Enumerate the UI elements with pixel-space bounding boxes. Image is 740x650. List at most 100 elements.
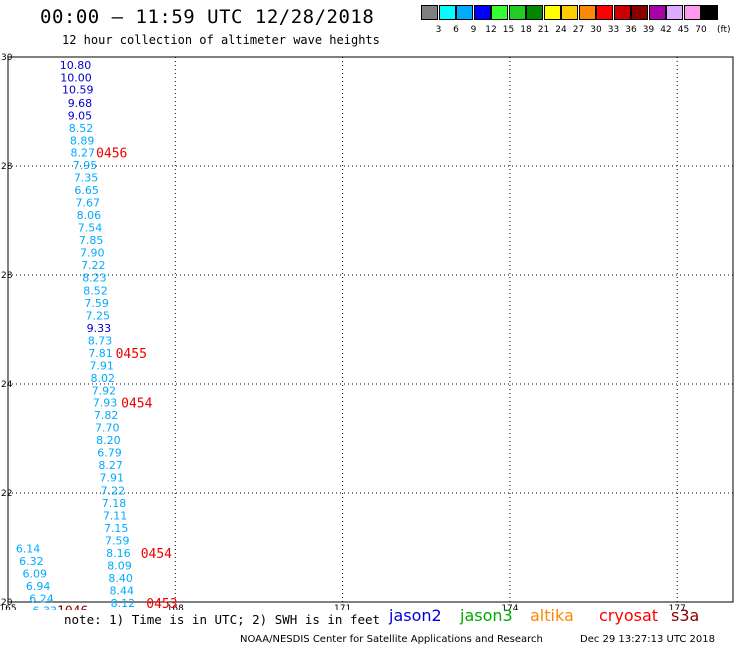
color-scale-label: 24: [555, 25, 567, 35]
wave-height-value: 7.70: [95, 422, 120, 435]
y-tick-label: 24: [1, 380, 13, 390]
legend-jason3: jason3: [460, 606, 513, 625]
color-swatch: [666, 5, 683, 20]
pass-time-label: 1046: [57, 605, 88, 610]
wave-height-value: 6.32: [19, 555, 44, 568]
wave-height-value: 7.35: [74, 171, 99, 184]
color-swatch: [491, 5, 508, 20]
wave-height-value: 7.92: [92, 385, 117, 398]
pass-time-label: 0456: [96, 146, 127, 161]
wave-height-value: 6.94: [26, 580, 51, 593]
wave-height-value: 8.52: [83, 284, 108, 297]
color-scale-label: 21: [537, 25, 550, 35]
wave-height-value: 7.25: [86, 309, 111, 322]
wave-height-value: 7.81: [88, 347, 113, 360]
color-swatch: [526, 5, 543, 20]
wave-height-value: 9.68: [68, 97, 93, 110]
y-tick-label: 28: [1, 271, 13, 281]
wave-height-value: 8.02: [91, 372, 116, 385]
pass-time-label: 0454: [141, 547, 172, 562]
wave-height-value: 7.93: [93, 397, 118, 410]
wave-height-value: 10.80: [60, 59, 92, 72]
credit-line: NOAA/NESDIS Center for Satellite Applica…: [240, 634, 543, 645]
legend-jason2: jason2: [389, 606, 442, 625]
wave-height-value: 8.44: [110, 585, 135, 598]
wave-height-value: 8.16: [106, 547, 131, 560]
wave-height-value: 6.65: [74, 184, 99, 197]
wave-height-value: 7.82: [94, 409, 119, 422]
color-scale-label: 33: [607, 25, 620, 35]
altimeter-chart: 165 168 171 174 177 20 22 24 28 28 30 10.8010.0010.…: [0, 53, 734, 610]
color-scale-label: 42: [660, 25, 672, 35]
wave-height-value: 7.90: [80, 247, 105, 260]
color-swatch: [578, 5, 596, 20]
chart-subtitle: 12 hour collection of altimeter wave hei…: [62, 33, 380, 47]
wave-height-value: 7.22: [81, 259, 106, 272]
x-tick-label: 168: [167, 604, 184, 610]
legend-s3a: s3a: [671, 606, 700, 625]
color-swatch: [683, 5, 701, 20]
legend-cryosat: cryosat: [599, 606, 659, 625]
plot-frame: [7, 56, 734, 603]
color-swatch: [508, 5, 526, 20]
wave-height-value: 8.09: [107, 559, 132, 572]
wave-height-value: 8.27: [70, 146, 95, 159]
wave-height-value: 8.20: [96, 434, 121, 447]
wave-height-value: 7.59: [105, 534, 130, 547]
color-scale-label: 70: [695, 25, 707, 35]
color-scale-label: 6: [453, 25, 459, 35]
wave-height-value: 8.06: [77, 209, 102, 222]
color-swatch: [421, 5, 438, 20]
pass-time-label: 0455: [116, 347, 147, 362]
color-swatch: [596, 5, 613, 20]
wave-height-value: 6.24: [29, 593, 54, 606]
y-tick-label: 30: [1, 53, 13, 63]
y-tick-label: 28: [1, 162, 13, 172]
x-tick-label: 171: [334, 604, 351, 610]
color-scale-label: 30: [590, 25, 602, 35]
wave-height-value: 10.00: [60, 72, 92, 85]
wave-height-value: 9.33: [87, 322, 112, 335]
x-tick-label: 165: [0, 604, 17, 610]
wave-height-value: 7.54: [78, 222, 103, 235]
pass-time-label: 0453: [146, 597, 177, 610]
color-swatch: [543, 5, 561, 20]
color-swatch: [561, 5, 578, 20]
color-scale-label: 36: [625, 25, 637, 35]
wave-height-value: 8.89: [70, 134, 95, 147]
wave-height-value: 7.15: [104, 522, 129, 535]
wave-height-value: 6.33: [33, 605, 58, 610]
color-scale-label: 39: [642, 25, 655, 35]
color-scale-label: 15: [502, 25, 515, 35]
color-scale-label: 9: [470, 25, 477, 35]
color-scale-label: 12: [485, 25, 497, 35]
wave-height-value: 7.85: [79, 234, 104, 247]
footer-note: note: 1) Time is in UTC; 2) SWH is in fe…: [64, 612, 381, 627]
pass-time-label: 0454: [121, 397, 152, 412]
color-swatch: [631, 5, 648, 20]
color-scale-label: 18: [520, 25, 532, 35]
wave-height-value: 7.91: [89, 359, 114, 372]
wave-height-value: 7.91: [99, 472, 124, 485]
color-swatch: [456, 5, 473, 20]
color-swatch: [438, 5, 456, 20]
timestamp: Dec 29 13:27:13 UTC 2018: [580, 634, 715, 645]
y-tick-label: 22: [1, 489, 12, 499]
wave-height-value: 7.18: [102, 497, 127, 510]
wave-height-value: 6.09: [23, 568, 48, 581]
wave-height-value: 8.73: [88, 334, 113, 347]
wave-height-value: 7.11: [103, 509, 128, 522]
color-swatch: [473, 5, 491, 20]
wave-height-value: 8.12: [111, 597, 136, 610]
x-tick-label: 174: [501, 604, 518, 610]
color-swatch: [701, 5, 718, 20]
legend-altika: altika: [530, 606, 574, 625]
color-scale-unit: (ft): [717, 25, 731, 35]
wave-height-value: 7.59: [84, 297, 109, 310]
wave-height-value: 8.27: [98, 459, 123, 472]
wave-height-value: 10.59: [62, 84, 94, 97]
wave-height-value: 6.79: [97, 447, 122, 460]
color-swatch: [613, 5, 631, 20]
wave-height-value: 6.14: [16, 543, 41, 556]
color-scale-label: 3: [435, 25, 442, 35]
